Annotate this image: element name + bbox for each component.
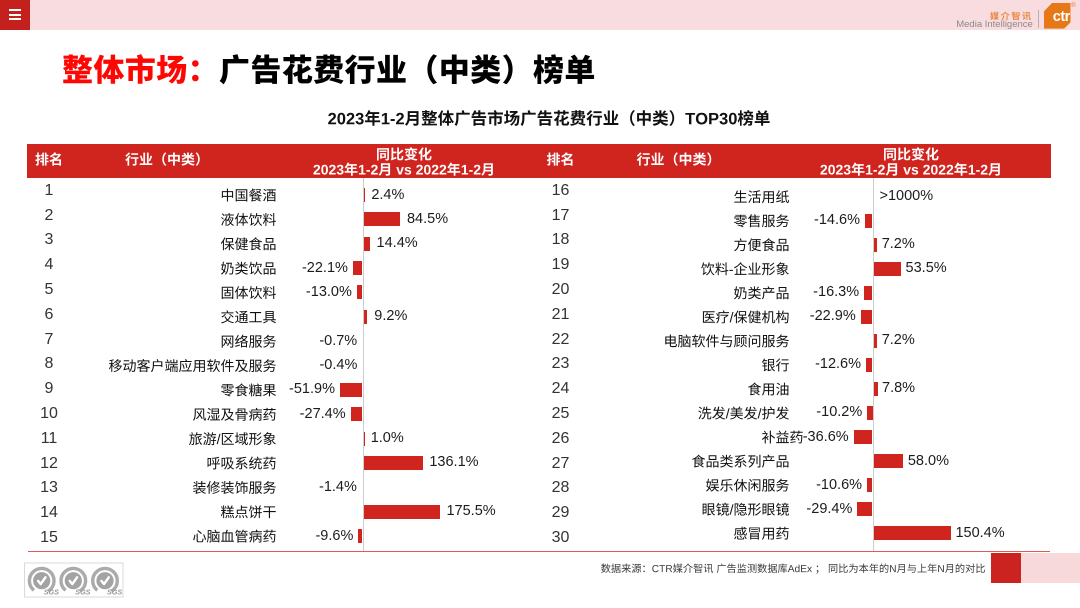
svg-text:SGS: SGS [75,588,90,597]
svg-text:SGS: SGS [107,588,122,597]
svg-text:SGS: SGS [44,588,59,597]
